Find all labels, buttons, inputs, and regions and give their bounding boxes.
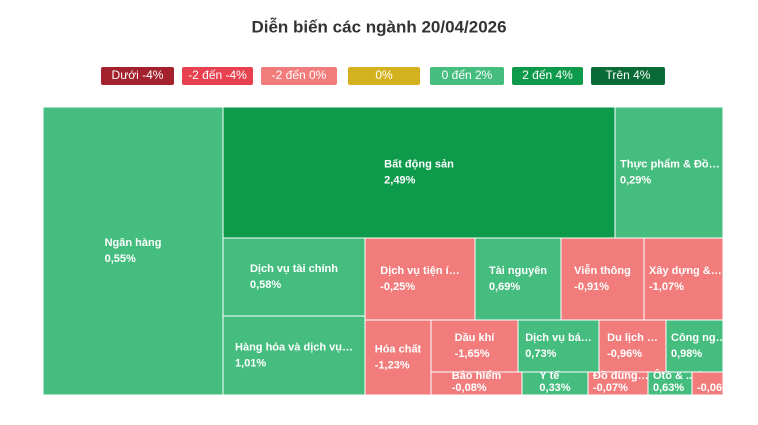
tile-label: Dịch vụ bá… [525, 332, 592, 344]
tile [430, 319, 519, 373]
legend-swatch [430, 67, 504, 85]
legend-swatch [182, 67, 253, 85]
tile [364, 319, 432, 396]
legend-swatch [348, 67, 420, 85]
tile [364, 237, 476, 321]
legend-label: -2 đến -4% [188, 68, 247, 82]
tile-value: 2,49% [384, 174, 415, 186]
tile-value: 0,69% [489, 281, 520, 293]
tile-value: -0,25% [380, 281, 415, 293]
tile-value: 0,63% [653, 382, 684, 394]
tile [643, 237, 724, 321]
tile-value: -0,08% [452, 382, 487, 394]
tile-label: Viễn thông [574, 264, 631, 277]
tile-value: 0,29% [620, 174, 651, 186]
tile-label: Du lịch … [607, 332, 658, 344]
legend-swatch [512, 67, 583, 85]
tile-value: 0,73% [525, 348, 556, 360]
tile [560, 237, 645, 321]
tile-value: 0,33% [539, 382, 570, 394]
tile-label: Bất động sản [384, 158, 454, 170]
tile-value: -1,23% [375, 359, 410, 371]
tile [222, 237, 366, 317]
tile-label: Thực phẩm & Đồ… [620, 158, 720, 170]
tile [517, 319, 600, 373]
tile [474, 237, 562, 321]
tile-label: Đồ dùng… [593, 370, 649, 382]
tile-label: Dịch vụ tiện í… [380, 265, 459, 277]
tile [222, 315, 366, 396]
tile-value: -0,96% [607, 348, 642, 360]
tile-label: Bảo hiểm [452, 370, 502, 382]
tile-value: -1,07% [649, 281, 684, 293]
legend-label: Trên 4% [606, 68, 651, 82]
tile-label: Hàng hóa và dịch vụ… [235, 341, 353, 353]
tile-label: Xây dựng &… [649, 265, 722, 277]
tile-label: Ngân hàng [105, 237, 162, 249]
tile-value: -0,07% [593, 382, 628, 394]
tile-value: 0,55% [105, 253, 136, 265]
tile [614, 106, 724, 239]
legend-label: 2 đến 4% [522, 68, 573, 82]
chart-title: Diễn biến các ngành 20/04/2026 [251, 17, 506, 36]
tile [691, 371, 724, 396]
legend-swatch [261, 67, 337, 85]
legend-label: 0% [375, 68, 393, 82]
legend-label: 0 đến 2% [442, 68, 493, 82]
tile [598, 319, 667, 373]
legend-label: Dưới -4% [112, 68, 164, 82]
legend-swatch [101, 67, 174, 85]
tile-label: Tài nguyên [489, 265, 547, 277]
tile-value: -0,06% [697, 382, 732, 394]
tile-label: Hóa chất [375, 343, 422, 355]
tile [665, 319, 724, 373]
tile-label: Dịch vụ tài chính [250, 263, 338, 275]
legend-label: -2 đến 0% [272, 68, 327, 82]
tile-value: -1,65% [455, 348, 490, 360]
tile-value: -0,91% [574, 281, 609, 293]
legend-swatch [591, 67, 665, 85]
tile [222, 106, 616, 239]
tile [42, 106, 224, 396]
tile-label: Dầu khí [455, 332, 496, 344]
tile-value: 1,01% [235, 357, 266, 369]
tile-label: Y tế [539, 370, 560, 382]
tile-label: Công ng… [671, 332, 727, 344]
tile-value: 0,58% [250, 279, 281, 291]
tile-value: 0,98% [671, 348, 702, 360]
